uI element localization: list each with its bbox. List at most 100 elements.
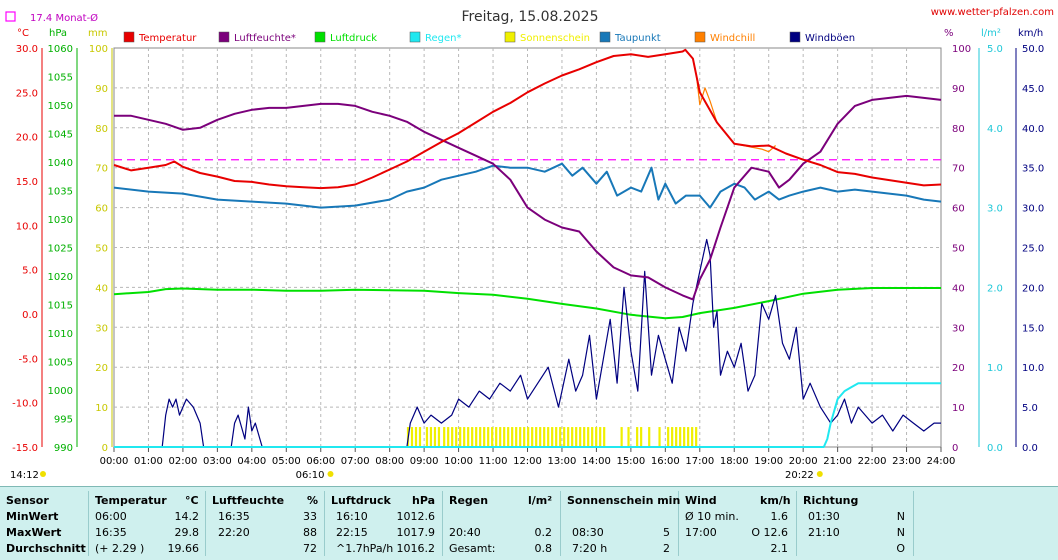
rain-tick-label: 3.0 [987, 204, 1003, 215]
wind-tick-label: 25.0 [1022, 244, 1044, 255]
hpa-tick-label: 1000 [48, 386, 73, 397]
hpa-tick-label: 1015 [48, 301, 73, 312]
sunshine-bar [555, 427, 558, 447]
sunshine-bar [671, 427, 674, 447]
sunshine-bar [683, 427, 686, 447]
legend-swatch-icon [504, 31, 516, 43]
time-start-label: 14:12 [10, 470, 39, 481]
legend-swatch-icon [694, 31, 706, 43]
sunshine-bar [583, 427, 586, 447]
hdr-hum-unit: % [307, 494, 319, 507]
stat-0-press-val: 1012.6 [396, 510, 436, 523]
x-tick-label: 09:00 [410, 456, 439, 467]
pct-tick-label: 100 [952, 44, 971, 55]
sunshine-bar [636, 427, 639, 447]
hpa-tick-label: 1050 [48, 101, 73, 112]
wind-tick-label: 10.0 [1022, 363, 1044, 374]
hpa-tick-label: 1025 [48, 244, 73, 255]
hdr-hum: Luftfeuchte [212, 494, 285, 507]
hdr-sensor: Sensor [6, 494, 49, 507]
stat-1-wind-val: O 12.6 [751, 526, 788, 539]
temp-tick-label: 20.0 [16, 133, 38, 144]
sunshine-bar [547, 427, 550, 447]
site-link[interactable]: www.wetter-pfalzen.com [931, 7, 1054, 18]
unit-pct: % [944, 28, 954, 39]
temp-tick-label: -15.0 [12, 443, 38, 454]
wind-tick-label: 35.0 [1022, 164, 1044, 175]
sunshine-bar [429, 427, 433, 447]
hpa-tick-label: 1035 [48, 187, 73, 198]
monthly-avg-marker-icon [5, 11, 16, 22]
x-tick-label: 19:00 [754, 456, 783, 467]
stat-2-sun-val: 2 [663, 542, 670, 555]
x-tick-label: 03:00 [203, 456, 232, 467]
pct-tick-label: 10 [952, 403, 965, 414]
hpa-tick-label: 995 [54, 415, 73, 426]
sunshine-bar [511, 427, 514, 447]
stat-0-label: MinWert [6, 510, 59, 523]
hpa-tick-label: 1040 [48, 158, 73, 169]
mm-tick-label: 40 [95, 283, 108, 294]
x-tick-label: 17:00 [685, 456, 714, 467]
x-tick-label: 05:00 [272, 456, 301, 467]
sunshine-bar [491, 427, 494, 447]
stats-table: Sensor Temperatur °C Luftfeuchte % Luftd… [0, 486, 1058, 560]
sunshine-bar [687, 427, 690, 447]
sunshine-bar [463, 427, 466, 447]
stat-0-hum-val: 33 [303, 510, 317, 523]
sunshine-bar [551, 427, 554, 447]
mm-tick-label: 50 [95, 244, 108, 255]
mm-tick-label: 80 [95, 124, 108, 135]
x-tick-label: 06:00 [306, 456, 335, 467]
stat-0-temp-time: 06:00 [95, 510, 127, 523]
sunshine-bar [691, 427, 694, 447]
stat-1-label: MaxWert [6, 526, 62, 539]
sunshine-bar [695, 427, 698, 447]
hdr-temp-unit: °C [185, 494, 199, 507]
stat-0-temp-val: 14.2 [174, 510, 200, 523]
stat-2-wind-val: 2.1 [770, 542, 789, 555]
stat-2-dir-val: O [896, 542, 905, 555]
plot-area [113, 48, 942, 448]
sunshine-bar [467, 427, 470, 447]
stat-2-label: Durchschnitt [6, 542, 86, 555]
weather-chart: Freitag, 15.08.2025 www.wetter-pfalzen.c… [5, 7, 1054, 481]
x-tick-label: 02:00 [169, 456, 198, 467]
sunshine-bar [627, 427, 630, 447]
sunshine-bar [437, 427, 441, 447]
x-tick-label: 22:00 [858, 456, 887, 467]
sunshine-bar [567, 427, 570, 447]
legend-label: Luftfeuchte* [234, 33, 296, 44]
sunshine-bar [658, 427, 661, 447]
sunshine-bar [595, 427, 598, 447]
hpa-tick-label: 1010 [48, 329, 73, 340]
series-line-luftdruck [113, 287, 941, 320]
legend-swatch-icon [218, 31, 230, 43]
legend-swatch-icon [409, 31, 421, 43]
temp-tick-label: -5.0 [18, 354, 38, 365]
pct-tick-label: 0 [952, 443, 958, 454]
sunshine-bar [414, 427, 418, 447]
x-tick-label: 24:00 [927, 456, 956, 467]
sunshine-bar [495, 427, 498, 447]
x-tick-label: 21:00 [823, 456, 852, 467]
temp-tick-label: 0.0 [22, 310, 38, 321]
sunshine-bar [410, 427, 414, 447]
sunrise-icon [327, 471, 334, 477]
stat-1-dir-time: 21:10 [808, 526, 840, 539]
hpa-tick-label: 1060 [48, 44, 73, 55]
sunshine-bar [443, 427, 446, 447]
unit-c: °C [17, 28, 29, 39]
x-tick-label: 04:00 [237, 456, 266, 467]
sunshine-bar [455, 427, 458, 447]
stat-1-press-time: 22:15 [336, 526, 368, 539]
hpa-tick-label: 990 [54, 443, 73, 454]
rain-tick-label: 0.0 [987, 443, 1003, 454]
temp-tick-label: 25.0 [16, 88, 38, 99]
sunshine-bar [447, 427, 450, 447]
wind-tick-label: 45.0 [1022, 84, 1044, 95]
pct-tick-label: 40 [952, 283, 965, 294]
wind-tick-label: 30.0 [1022, 204, 1044, 215]
hpa-tick-label: 1055 [48, 73, 73, 84]
stat-1-wind-time: 17:00 [685, 526, 717, 539]
